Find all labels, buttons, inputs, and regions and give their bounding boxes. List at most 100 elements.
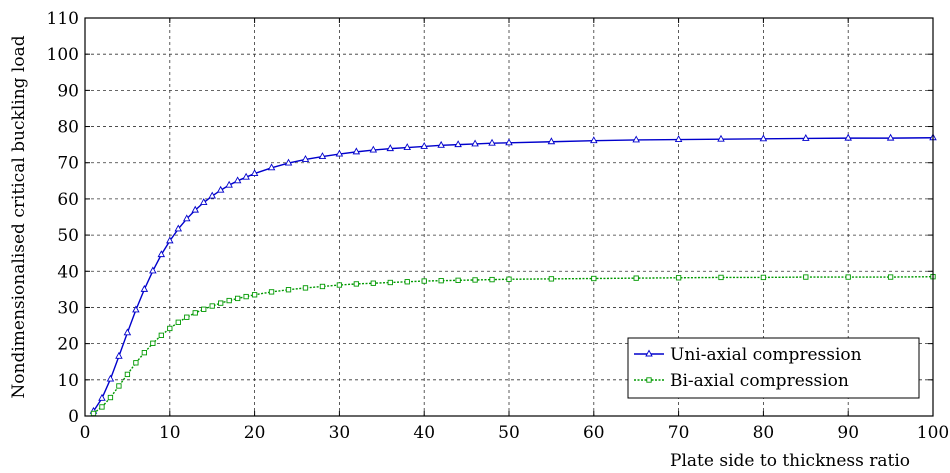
x-tick-label: 60 bbox=[583, 423, 605, 443]
data-point bbox=[336, 282, 343, 288]
data-point bbox=[192, 310, 198, 316]
data-point bbox=[242, 172, 250, 180]
data-point bbox=[133, 360, 139, 366]
data-point bbox=[106, 374, 115, 382]
data-point bbox=[285, 287, 292, 293]
data-point bbox=[132, 305, 140, 313]
data-point bbox=[268, 289, 275, 295]
series-bi-axial bbox=[90, 274, 936, 417]
y-tick-label: 70 bbox=[57, 154, 79, 174]
x-tick-label: 100 bbox=[917, 423, 949, 443]
y-tick-label: 90 bbox=[57, 81, 79, 101]
data-point bbox=[369, 145, 378, 153]
series-layer bbox=[89, 133, 937, 417]
data-point bbox=[150, 340, 156, 346]
legend-label: Uni-axial compression bbox=[670, 345, 862, 365]
data-point bbox=[547, 137, 556, 145]
data-point bbox=[234, 295, 241, 302]
data-point bbox=[370, 280, 376, 286]
data-point bbox=[233, 176, 242, 184]
data-point bbox=[335, 149, 344, 157]
data-point bbox=[183, 214, 191, 222]
data-point bbox=[802, 134, 810, 141]
y-tick-label: 100 bbox=[47, 45, 79, 65]
data-point bbox=[591, 275, 597, 282]
data-point bbox=[115, 351, 123, 359]
data-point bbox=[717, 134, 725, 142]
y-tick-label: 50 bbox=[57, 226, 79, 246]
data-point bbox=[506, 276, 512, 282]
data-point bbox=[674, 135, 683, 143]
data-point bbox=[225, 180, 233, 188]
data-point bbox=[844, 133, 852, 141]
data-point bbox=[718, 274, 724, 281]
data-point bbox=[166, 236, 174, 244]
data-point bbox=[107, 394, 114, 401]
data-point bbox=[488, 138, 496, 146]
data-point bbox=[353, 281, 360, 287]
x-axis-label: Plate side to thickness ratio bbox=[670, 451, 910, 471]
data-point bbox=[301, 155, 310, 162]
x-tick-label: 70 bbox=[668, 423, 690, 443]
data-point bbox=[386, 144, 395, 152]
data-point bbox=[633, 275, 639, 281]
legend: Uni-axial compression Bi-axial compressio… bbox=[627, 337, 920, 399]
grid bbox=[85, 18, 933, 416]
x-tick-label: 40 bbox=[413, 423, 435, 443]
data-point bbox=[318, 152, 327, 160]
data-point bbox=[250, 169, 259, 177]
data-point bbox=[421, 278, 427, 284]
data-point bbox=[251, 292, 258, 298]
x-tick-label: 20 bbox=[244, 423, 266, 443]
data-point bbox=[302, 285, 309, 291]
y-tick-label: 0 bbox=[68, 407, 79, 427]
data-point bbox=[99, 404, 105, 410]
data-point bbox=[489, 276, 495, 283]
data-point bbox=[184, 314, 190, 320]
x-tick-label: 0 bbox=[80, 423, 91, 443]
data-point bbox=[886, 133, 895, 141]
data-point bbox=[167, 325, 173, 332]
data-point bbox=[438, 278, 444, 284]
legend-box bbox=[627, 337, 920, 399]
data-point bbox=[124, 371, 131, 378]
data-point bbox=[218, 300, 224, 306]
y-tick-label: 30 bbox=[57, 298, 79, 318]
data-point bbox=[174, 224, 183, 232]
data-point bbox=[759, 134, 768, 142]
series-uni-axial bbox=[89, 133, 937, 414]
y-tick-label: 10 bbox=[57, 371, 79, 391]
data-point bbox=[267, 163, 276, 171]
data-point bbox=[887, 274, 894, 280]
data-point bbox=[98, 393, 106, 401]
data-point bbox=[760, 274, 767, 281]
data-point bbox=[90, 410, 97, 417]
data-point bbox=[319, 283, 326, 290]
data-point bbox=[243, 293, 249, 300]
data-point bbox=[455, 277, 461, 283]
data-point bbox=[284, 158, 293, 166]
data-point bbox=[404, 279, 410, 285]
x-tick-label: 80 bbox=[753, 423, 775, 443]
data-point bbox=[548, 276, 555, 282]
y-tick-label: 110 bbox=[47, 9, 79, 29]
series-line bbox=[93, 276, 934, 415]
data-point bbox=[803, 274, 809, 280]
data-point bbox=[140, 284, 149, 292]
data-point bbox=[352, 147, 361, 155]
data-point bbox=[157, 250, 166, 258]
legend-marker bbox=[646, 377, 652, 383]
data-point bbox=[209, 303, 215, 309]
data-point bbox=[175, 319, 181, 325]
legend-label: Bi-axial compression bbox=[670, 371, 849, 391]
data-point bbox=[199, 198, 208, 205]
y-axis-label: Nondimensionalised critical buckling loa… bbox=[9, 35, 29, 398]
data-point bbox=[472, 277, 478, 283]
data-point bbox=[123, 328, 132, 336]
x-tick-label: 50 bbox=[498, 423, 520, 443]
data-point bbox=[505, 138, 513, 146]
x-tick-label: 30 bbox=[329, 423, 351, 443]
data-point bbox=[454, 140, 462, 148]
y-tick-label: 60 bbox=[57, 190, 79, 210]
